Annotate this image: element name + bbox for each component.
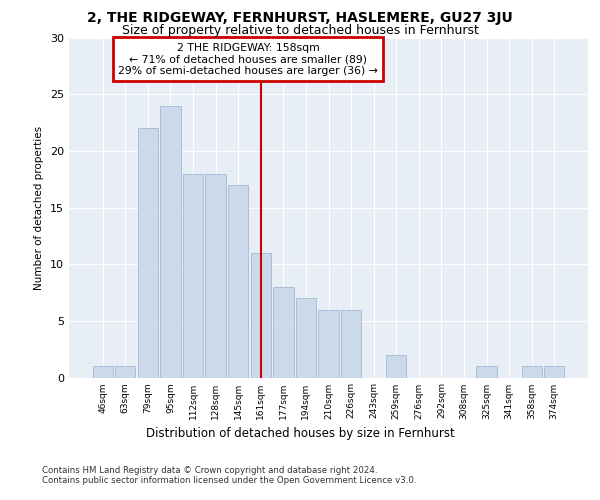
Bar xyxy=(183,174,203,378)
Bar xyxy=(251,253,271,378)
Text: Contains HM Land Registry data © Crown copyright and database right 2024.: Contains HM Land Registry data © Crown c… xyxy=(42,466,377,475)
Bar xyxy=(160,106,181,378)
Bar xyxy=(115,366,136,378)
Bar xyxy=(341,310,361,378)
Bar xyxy=(205,174,226,378)
Bar xyxy=(273,287,293,378)
Bar xyxy=(476,366,497,378)
Bar xyxy=(92,366,113,378)
Bar xyxy=(319,310,338,378)
Bar xyxy=(138,128,158,378)
Text: 2, THE RIDGEWAY, FERNHURST, HASLEMERE, GU27 3JU: 2, THE RIDGEWAY, FERNHURST, HASLEMERE, G… xyxy=(87,11,513,25)
Text: Size of property relative to detached houses in Fernhurst: Size of property relative to detached ho… xyxy=(122,24,478,37)
Bar xyxy=(521,366,542,378)
Text: Distribution of detached houses by size in Fernhurst: Distribution of detached houses by size … xyxy=(146,428,454,440)
Text: Contains public sector information licensed under the Open Government Licence v3: Contains public sector information licen… xyxy=(42,476,416,485)
Bar xyxy=(386,355,406,378)
Bar xyxy=(296,298,316,378)
Text: 2 THE RIDGEWAY: 158sqm
← 71% of detached houses are smaller (89)
29% of semi-det: 2 THE RIDGEWAY: 158sqm ← 71% of detached… xyxy=(118,42,378,76)
Bar xyxy=(544,366,565,378)
Y-axis label: Number of detached properties: Number of detached properties xyxy=(34,126,44,290)
Bar xyxy=(228,185,248,378)
